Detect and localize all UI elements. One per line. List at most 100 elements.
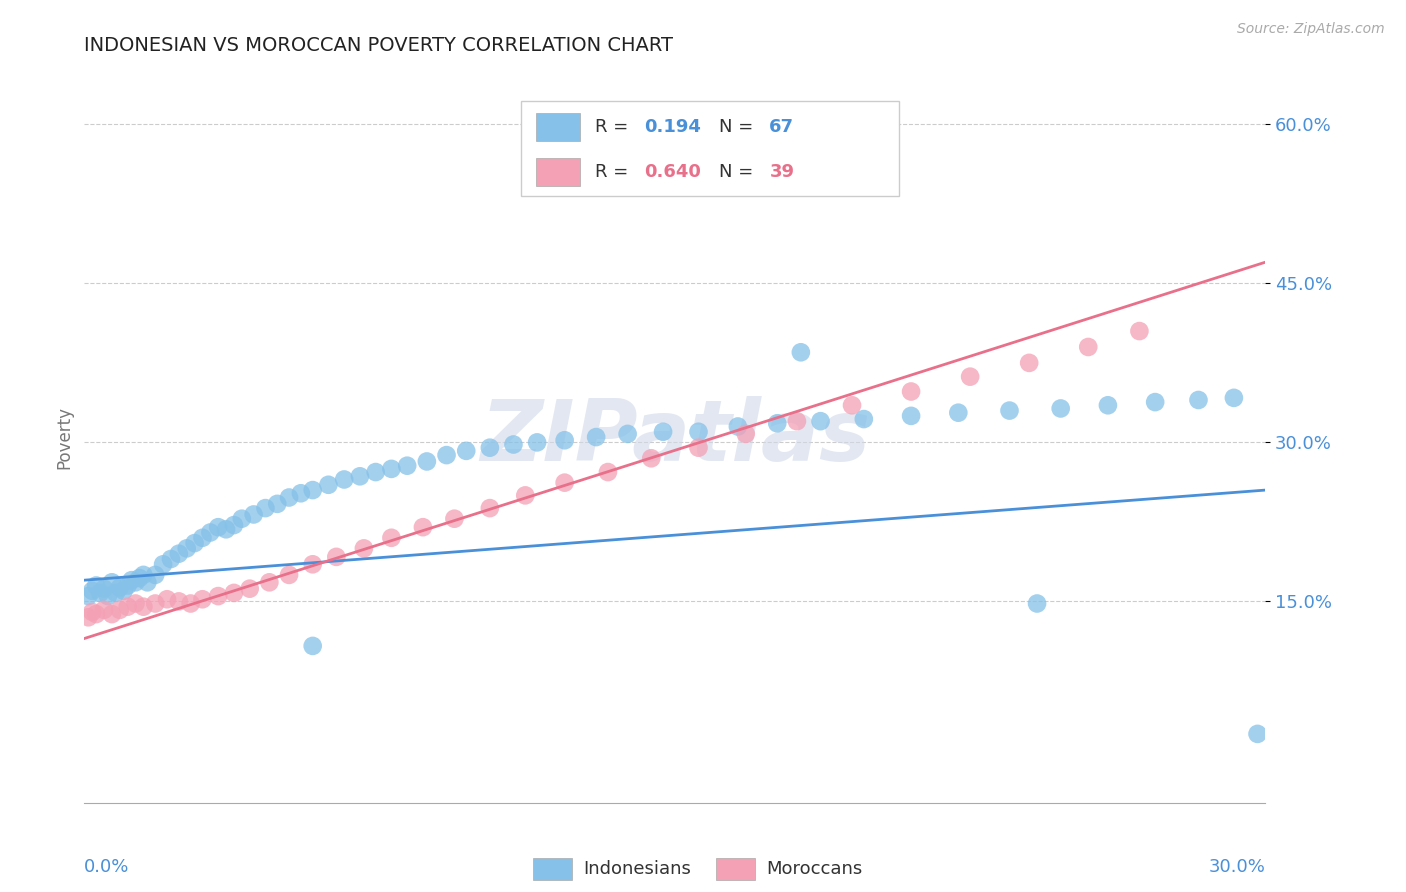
Point [207,520,229,534]
Point [652,425,675,439]
Point [160,552,183,566]
Point [640,451,662,466]
Point [191,592,214,607]
Point [121,573,143,587]
Point [948,406,970,420]
Point [998,403,1021,417]
Point [167,547,190,561]
Point [1223,391,1246,405]
Point [1246,727,1268,741]
Point [436,448,458,462]
Point [959,369,981,384]
Point [124,575,146,590]
Point [77,610,100,624]
Point [596,465,619,479]
Point [77,589,100,603]
Point [325,549,347,564]
Point [82,605,104,619]
Point [349,469,371,483]
Point [1018,356,1040,370]
Point [333,473,356,487]
Point [1049,401,1071,416]
Point [364,465,387,479]
Point [318,477,340,491]
Point [108,581,131,595]
Point [478,501,501,516]
Point [112,583,135,598]
Point [183,536,205,550]
FancyBboxPatch shape [522,101,900,195]
Point [1097,398,1119,412]
Point [688,441,710,455]
Point [301,558,323,572]
Point [215,522,238,536]
Point [688,425,710,439]
Text: N =: N = [718,119,759,136]
Point [1026,597,1049,611]
Point [128,571,150,585]
Text: 30.0%: 30.0% [1209,858,1265,876]
Point [84,607,107,621]
Point [443,512,465,526]
Point [790,345,813,359]
Point [301,639,323,653]
Text: Indonesians: Indonesians [582,860,690,878]
Point [222,586,245,600]
Text: Source: ZipAtlas.com: Source: ZipAtlas.com [1237,22,1385,37]
Point [93,603,115,617]
Point [278,567,301,582]
Point [515,488,537,502]
Point [616,426,638,441]
Point [396,458,419,473]
Point [554,434,576,448]
Bar [536,158,581,186]
Point [222,518,245,533]
Point [93,582,115,596]
Point [132,567,155,582]
Point [727,419,749,434]
Point [200,525,222,540]
Point [124,597,146,611]
Point [412,520,434,534]
Point [900,384,922,399]
Bar [716,858,755,880]
Point [242,508,264,522]
Bar [536,113,581,141]
Text: 0.640: 0.640 [644,163,702,181]
Point [82,583,104,598]
Point [353,541,375,556]
Point [101,575,124,590]
Point [84,578,107,592]
Point [239,582,262,596]
Point [554,475,576,490]
Point [502,437,524,451]
Point [526,435,548,450]
Point [380,531,402,545]
Point [278,491,301,505]
Point [97,589,120,603]
Text: R =: R = [595,163,634,181]
Point [207,589,229,603]
Point [1144,395,1167,409]
Text: 0.194: 0.194 [644,119,702,136]
Point [143,597,166,611]
Point [1128,324,1150,338]
Point [456,443,478,458]
Point [266,497,288,511]
Point [132,599,155,614]
Point [380,462,402,476]
Y-axis label: Poverty: Poverty [55,406,73,468]
Text: 67: 67 [769,119,794,136]
Point [108,603,131,617]
Point [259,575,281,590]
Point [180,597,202,611]
Point [143,567,166,582]
Point [117,578,139,592]
Point [152,558,174,572]
Point [734,426,756,441]
Point [1077,340,1099,354]
Bar [533,858,572,880]
Point [167,594,190,608]
Point [156,592,179,607]
Point [852,412,875,426]
